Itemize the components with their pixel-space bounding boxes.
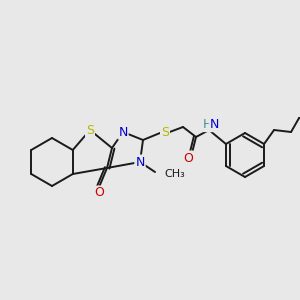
Text: O: O [183, 152, 193, 164]
Text: S: S [86, 124, 94, 136]
Text: O: O [94, 187, 104, 200]
Text: S: S [161, 125, 169, 139]
Text: H: H [202, 118, 212, 131]
Text: N: N [118, 125, 128, 139]
Text: CH₃: CH₃ [164, 169, 185, 179]
Text: N: N [135, 155, 145, 169]
Text: N: N [209, 118, 219, 131]
